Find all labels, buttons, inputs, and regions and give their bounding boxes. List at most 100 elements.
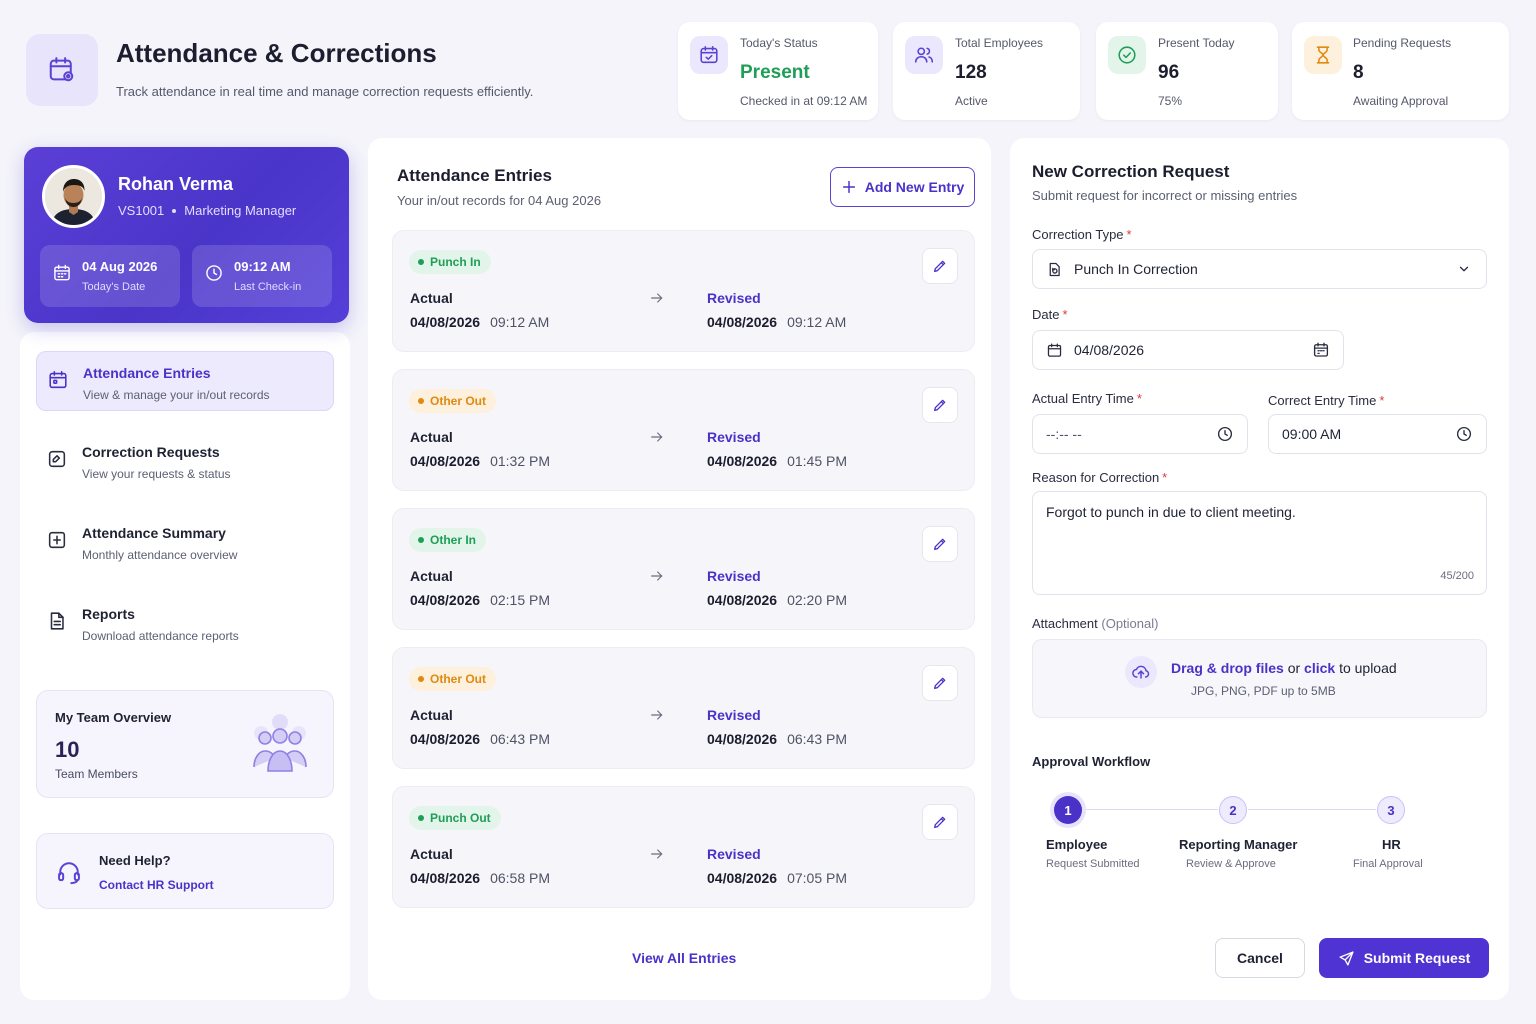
sidebar-item-reports[interactable]: Reports Download attendance reports [36, 593, 334, 653]
correct-entry-time-input[interactable]: 09:00 AM [1268, 414, 1487, 454]
avatar [42, 165, 105, 228]
revised-datetime: 04/08/2026 02:20 PM [707, 592, 847, 608]
profile-date: 04 Aug 2026 [82, 259, 158, 274]
arrow-right-icon [651, 571, 663, 581]
click-to-upload-link[interactable]: click [1304, 660, 1336, 676]
edit-entry-button[interactable] [922, 804, 958, 840]
add-new-entry-label: Add New Entry [864, 179, 965, 195]
correct-entry-time-value: 09:00 AM [1282, 426, 1342, 442]
headset-icon [58, 862, 80, 885]
entry-type-badge: Punch Out [409, 806, 501, 830]
edit-entry-button[interactable] [922, 387, 958, 423]
entry-type-badge: Other In [409, 528, 487, 552]
workflow-step-name: Employee [1046, 837, 1108, 852]
clock-icon[interactable] [1216, 425, 1234, 443]
clock-icon[interactable] [1455, 425, 1473, 443]
optional-tag: (Optional) [1101, 616, 1159, 631]
character-counter: 45/200 [1440, 570, 1474, 582]
calendar-settings-icon [49, 57, 74, 82]
correction-type-label: Correction Type * [1032, 227, 1132, 242]
actual-datetime: 04/08/2026 01:32 PM [410, 453, 550, 469]
stat-label: Total Employees [955, 36, 1044, 50]
arrow-right-icon [651, 849, 663, 859]
contact-hr-support-link[interactable]: Contact HR Support [99, 878, 214, 892]
upload-instructions: Drag & drop files or click to upload [1171, 660, 1397, 676]
approval-workflow-title: Approval Workflow [1032, 754, 1151, 769]
label-text: Reason for Correction [1032, 470, 1160, 485]
revised-datetime: 04/08/2026 01:45 PM [707, 453, 847, 469]
send-icon [1339, 950, 1354, 966]
team-overview-title: My Team Overview [55, 710, 172, 725]
profile-meta: VS1001 Marketing Manager [118, 203, 296, 218]
revised-datetime: 04/08/2026 09:12 AM [707, 314, 846, 330]
revised-time: 07:05 PM [787, 870, 848, 886]
workflow-step-1-marker: 1 [1054, 796, 1082, 824]
form-subtitle: Submit request for incorrect or missing … [1032, 188, 1298, 203]
actual-date: 04/08/2026 [410, 453, 481, 469]
help-card[interactable]: Need Help? Contact HR Support [36, 833, 334, 909]
pencil-icon [934, 538, 946, 550]
reason-textarea[interactable]: Forgot to punch in due to client meeting… [1032, 491, 1487, 595]
edit-entry-button[interactable] [922, 526, 958, 562]
pencil-icon [934, 816, 946, 828]
profile-date-label: Today's Date [82, 281, 146, 293]
workflow-step-desc: Request Submitted [1046, 858, 1140, 870]
submit-request-button[interactable]: Submit Request [1319, 938, 1489, 978]
profile-checkin-time: 09:12 AM [234, 259, 291, 274]
calendar-icon [1047, 342, 1062, 357]
status-dot [418, 815, 424, 821]
entries-subtitle: Your in/out records for 04 Aug 2026 [397, 193, 602, 208]
chevron-down-icon [1459, 266, 1469, 272]
actual-datetime: 04/08/2026 06:43 PM [410, 731, 550, 747]
upload-hint: JPG, PNG, PDF up to 5MB [1191, 684, 1336, 698]
revised-date: 04/08/2026 [707, 731, 778, 747]
pencil-icon [934, 260, 946, 272]
help-title: Need Help? [99, 853, 171, 868]
revised-time: 01:45 PM [787, 453, 848, 469]
attachment-label: Attachment (Optional) [1032, 616, 1158, 631]
pencil-icon [934, 677, 946, 689]
actual-entry-time-input[interactable]: --:-- -- [1032, 414, 1248, 454]
cancel-button[interactable]: Cancel [1215, 938, 1305, 978]
plus-icon [842, 180, 855, 194]
actual-label: Actual [410, 707, 453, 723]
correction-type-select[interactable]: Punch In Correction [1032, 249, 1487, 289]
file-upload-dropzone[interactable]: Drag & drop files or click to upload JPG… [1032, 639, 1487, 718]
label-text: Actual Entry Time [1032, 391, 1134, 406]
revised-label: Revised [707, 429, 761, 445]
sidebar-item-subtitle: Download attendance reports [82, 629, 239, 643]
stat-sub: Active [955, 94, 988, 108]
required-mark: * [1162, 470, 1168, 485]
edit-doc-icon [48, 450, 66, 468]
sidebar-item-attendance-summary[interactable]: Attendance Summary Monthly attendance ov… [36, 512, 334, 572]
team-group-icon [253, 714, 307, 772]
workflow-step-name: Reporting Manager [1179, 837, 1298, 852]
stat-sub: Awaiting Approval [1353, 94, 1449, 108]
workflow-connector [1248, 809, 1376, 810]
revised-label: Revised [707, 568, 761, 584]
arrow-right-icon [651, 710, 663, 720]
stat-label: Pending Requests [1353, 36, 1452, 50]
sidebar-item-attendance-entries[interactable]: Attendance Entries View & manage your in… [36, 351, 334, 411]
view-all-entries-link[interactable]: View All Entries [632, 950, 737, 966]
chart-icon [48, 531, 66, 549]
stat-value-total: 128 [955, 62, 987, 83]
profile-name: Rohan Verma [118, 174, 234, 194]
entry-type-badge: Other Out [409, 389, 496, 413]
team-overview-card[interactable]: My Team Overview 10 Team Members [36, 690, 334, 798]
sidebar-item-correction-requests[interactable]: Correction Requests View your requests &… [36, 431, 334, 491]
edit-entry-button[interactable] [922, 665, 958, 701]
required-mark: * [1062, 307, 1068, 322]
stat-value-pending: 8 [1353, 62, 1364, 83]
actual-datetime: 04/08/2026 02:15 PM [410, 592, 550, 608]
calendar-picker-icon[interactable] [1312, 341, 1330, 359]
correct-entry-time-label: Correct Entry Time * [1268, 393, 1384, 408]
profile-role: Marketing Manager [184, 203, 297, 218]
edit-entry-button[interactable] [922, 248, 958, 284]
page-title: Attendance & Corrections [116, 38, 437, 68]
add-new-entry-button[interactable]: Add New Entry [830, 167, 975, 207]
calendar-icon [49, 370, 67, 389]
status-dot [418, 398, 424, 404]
date-input[interactable]: 04/08/2026 [1032, 330, 1344, 370]
actual-time: 01:32 PM [490, 453, 551, 469]
